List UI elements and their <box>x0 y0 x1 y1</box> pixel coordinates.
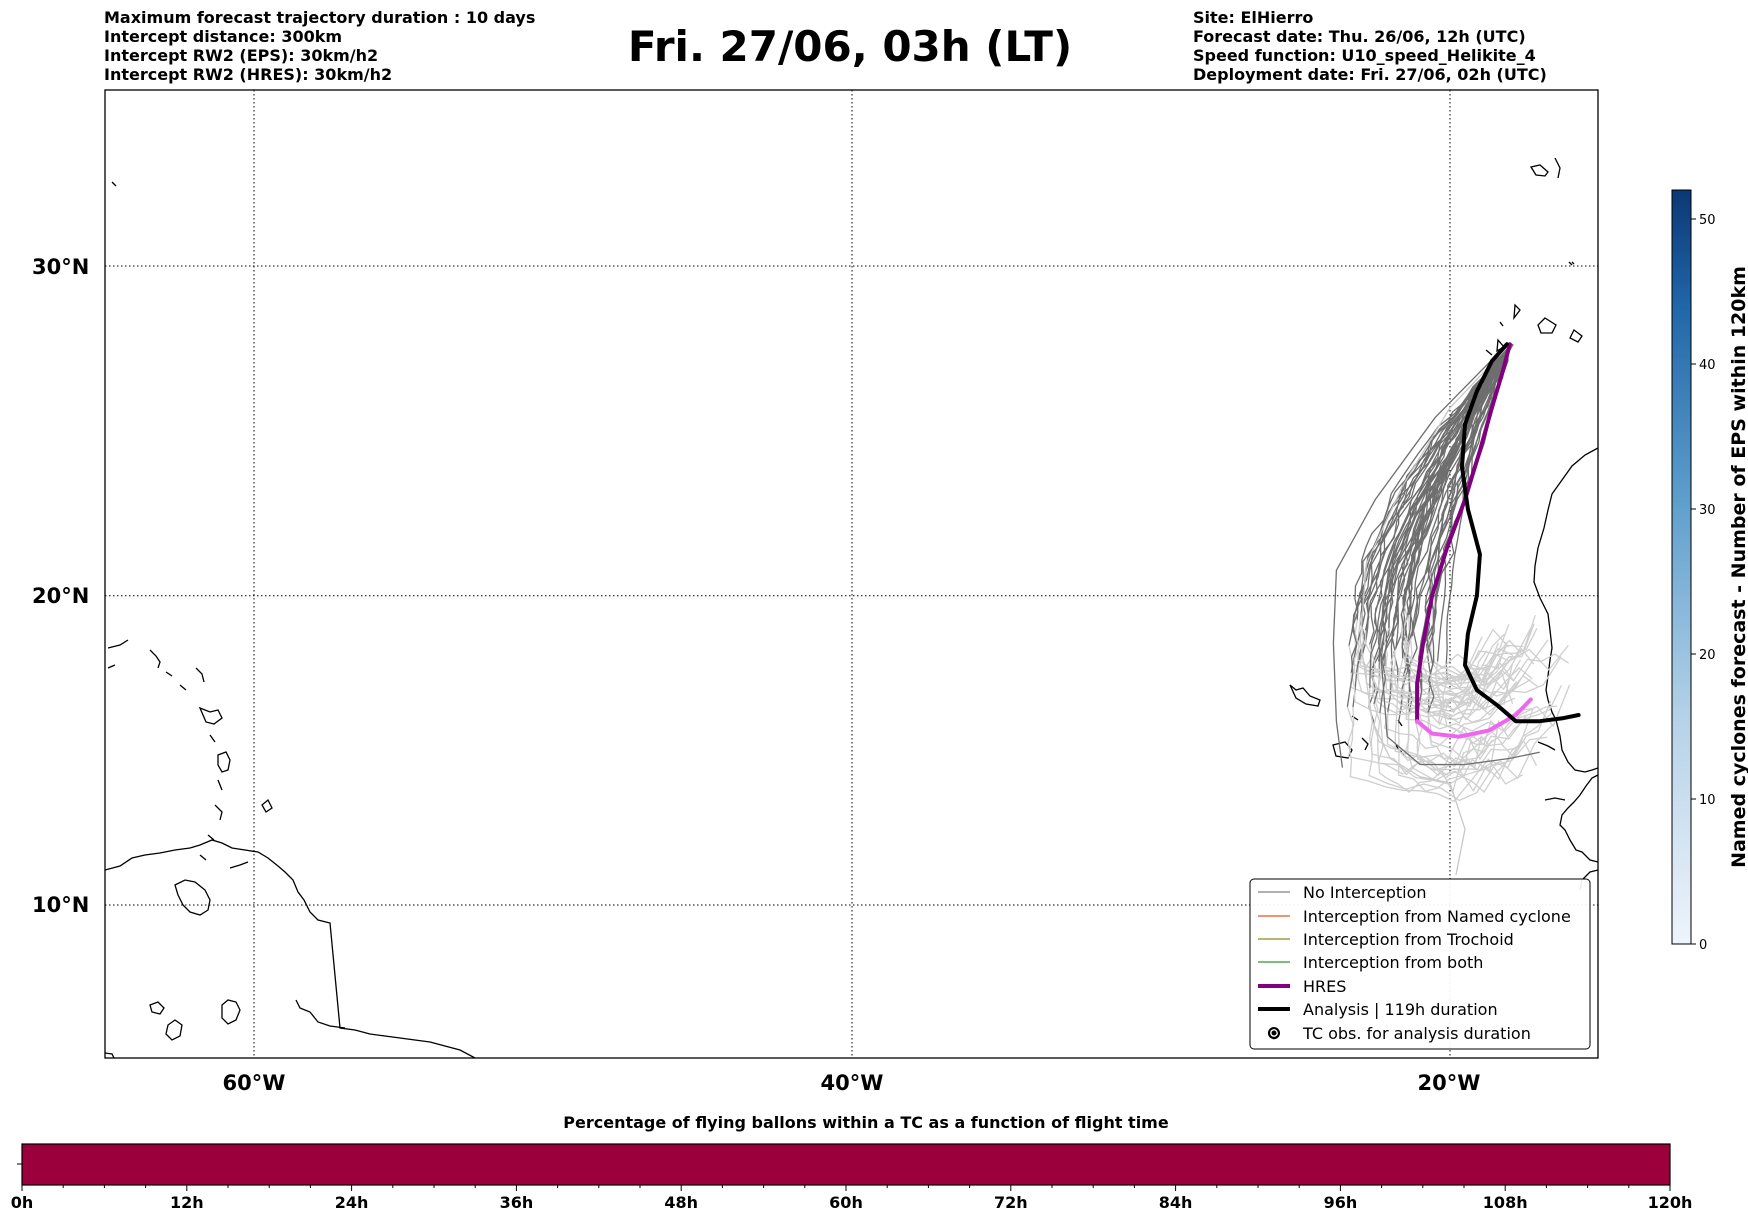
time-bar-title: Percentage of flying ballons within a TC… <box>563 1113 1169 1132</box>
lat-label-20: 20°N <box>32 584 89 608</box>
info-rw2-eps: Intercept RW2 (EPS): 30km/h2 <box>104 46 379 65</box>
ensemble-member-tail-43 <box>1377 655 1513 725</box>
ensemble-member-30 <box>1346 343 1508 707</box>
ensemble-member-tail-26 <box>1421 642 1507 706</box>
legend-item-trochoid[interactable]: Interception from Trochoid <box>1258 930 1514 949</box>
info-speed-function: Speed function: U10_speed_Helikite_4 <box>1193 46 1536 65</box>
ensemble-member-tail-36 <box>1396 658 1533 717</box>
ensemble-member-tail-18 <box>1368 644 1569 690</box>
colorbar-tick-label-2: 20 <box>1699 648 1716 663</box>
info-forecast-date: Forecast date: Thu. 26/06, 12h (UTC) <box>1193 27 1526 46</box>
legend-item-named-cyclone[interactable]: Interception from Named cyclone <box>1258 907 1571 926</box>
page-title: Fri. 27/06, 03h (LT) <box>627 22 1073 71</box>
info-intercept-distance: Intercept distance: 300km <box>104 27 343 46</box>
time-bar: Percentage of flying ballons within a TC… <box>11 1113 1693 1212</box>
colorbar-gradient <box>1671 189 1692 945</box>
ensemble-member-tail-30 <box>1346 706 1528 776</box>
ensemble-member-tail-27 <box>1403 706 1553 772</box>
time-bar-tick-label-7: 84h <box>1159 1193 1193 1212</box>
time-bar-ticks: 0h 12h 24h 36h 48h 60h 72h 84h 96h 108h 120h <box>11 1185 1693 1212</box>
info-site: Site: ElHierro <box>1193 8 1314 27</box>
colorbar-ticks: 0 10 20 30 40 50 <box>1691 213 1716 953</box>
time-bar-tick-label-5: 60h <box>829 1193 863 1212</box>
time-bar-tick-label-1: 12h <box>170 1193 204 1212</box>
legend-label-analysis: Analysis | 119h duration <box>1303 1000 1498 1019</box>
legend-item-both[interactable]: Interception from both <box>1258 953 1483 972</box>
ensemble-member-tail-40 <box>1404 623 1535 689</box>
ensemble-outlier-0 <box>1332 347 1505 768</box>
legend-label-no-interception: No Interception <box>1303 883 1427 902</box>
legend-item-tc-obs[interactable]: TC obs. for analysis duration <box>1267 1024 1531 1043</box>
ensemble-member-tail-42 <box>1415 719 1508 779</box>
legend-label-named-cyclone: Interception from Named cyclone <box>1303 907 1571 926</box>
legend[interactable]: No Interception Interception from Named … <box>1249 878 1591 1050</box>
lat-label-30: 30°N <box>32 255 89 279</box>
colorbar: 0 10 20 30 40 50 Named cyclones forecast - Nu… <box>1671 189 1748 953</box>
ensemble-member-tail-28 <box>1386 711 1483 767</box>
lon-label-40w: 40°W <box>821 1071 884 1095</box>
legend-box <box>1249 878 1591 1050</box>
ensemble-member-tail-49 <box>1434 661 1558 748</box>
ensemble-member-17 <box>1397 344 1507 724</box>
legend-item-hres[interactable]: HRES <box>1258 977 1346 996</box>
cyclone-icon <box>1267 1027 1281 1040</box>
colorbar-tick-label-0: 0 <box>1699 938 1707 953</box>
info-rw2-hres: Intercept RW2 (HRES): 30km/h2 <box>104 65 393 84</box>
ensemble-member-tail-20 <box>1383 627 1505 690</box>
hres-track-group <box>1415 342 1533 739</box>
hres-track <box>1415 342 1512 724</box>
time-bar-tick-label-9: 108h <box>1483 1193 1528 1212</box>
time-bar-tick-label-2: 24h <box>335 1193 369 1212</box>
analysis-track <box>1460 342 1581 724</box>
ensemble-member-31 <box>1429 344 1507 609</box>
info-max-duration: Maximum forecast trajectory duration : 1… <box>104 8 536 27</box>
map-layers <box>105 90 1598 1058</box>
colorbar-tick-label-3: 30 <box>1699 503 1716 518</box>
time-bar-tick-label-10: 120h <box>1648 1193 1693 1212</box>
header-info-left: Maximum forecast trajectory duration : 1… <box>104 8 535 84</box>
legend-item-no-interception[interactable]: No Interception <box>1258 883 1427 902</box>
time-bar-tick-label-8: 96h <box>1324 1193 1358 1212</box>
ensemble-member-41 <box>1361 344 1509 657</box>
time-bar-tick-label-0: 0h <box>11 1193 34 1212</box>
lon-axis: 60°W 40°W 20°W <box>223 1071 1481 1095</box>
time-bar-tick-label-3: 36h <box>500 1193 534 1212</box>
lon-label-20w: 20°W <box>1418 1071 1481 1095</box>
lon-label-60w: 60°W <box>223 1071 286 1095</box>
ensemble-member-tail-44 <box>1377 712 1553 785</box>
ensemble-member-47 <box>1369 344 1507 689</box>
time-bar-fill <box>22 1144 1670 1185</box>
ensemble-member-tail-35 <box>1401 606 1536 684</box>
legend-label-both: Interception from both <box>1303 953 1483 972</box>
legend-label-trochoid: Interception from Trochoid <box>1303 930 1514 949</box>
ensemble-member-tail-47 <box>1368 688 1493 776</box>
header-info-right: Site: ElHierro Forecast date: Thu. 26/06… <box>1193 8 1547 84</box>
lat-label-10: 10°N <box>32 893 89 917</box>
info-deployment-date: Deployment date: Fri. 27/06, 02h (UTC) <box>1193 65 1547 84</box>
legend-label-tc-obs: TC obs. for analysis duration <box>1302 1024 1531 1043</box>
legend-label-hres: HRES <box>1303 977 1346 996</box>
ensemble-member-tail-48 <box>1390 650 1538 721</box>
ensemble-member-tail-34 <box>1390 648 1515 714</box>
hres-track-late <box>1415 697 1533 739</box>
ensemble-member-tail-25 <box>1380 656 1562 716</box>
colorbar-tick-label-4: 40 <box>1699 358 1716 373</box>
ensemble-member-tail-16 <box>1373 703 1486 795</box>
colorbar-tick-label-5: 50 <box>1699 213 1716 228</box>
map-frame <box>104 89 1599 1059</box>
ensemble-outlier-2 <box>1380 347 1540 766</box>
ensemble-member-tail-17 <box>1397 723 1520 793</box>
time-bar-tick-label-6: 72h <box>994 1193 1028 1212</box>
graticule <box>105 90 1598 1058</box>
ensemble-member-48 <box>1391 343 1513 651</box>
colorbar-label: Named cyclones forecast - Number of EPS … <box>1728 266 1748 868</box>
ensemble-outlier-1 <box>1359 347 1508 875</box>
lat-axis: 30°N 20°N 10°N <box>32 255 89 917</box>
colorbar-tick-label-1: 10 <box>1699 793 1716 808</box>
coastlines <box>105 181 476 1058</box>
ensemble-member-28 <box>1387 343 1509 712</box>
legend-item-analysis[interactable]: Analysis | 119h duration <box>1258 1000 1498 1019</box>
time-bar-tick-label-4: 48h <box>664 1193 698 1212</box>
